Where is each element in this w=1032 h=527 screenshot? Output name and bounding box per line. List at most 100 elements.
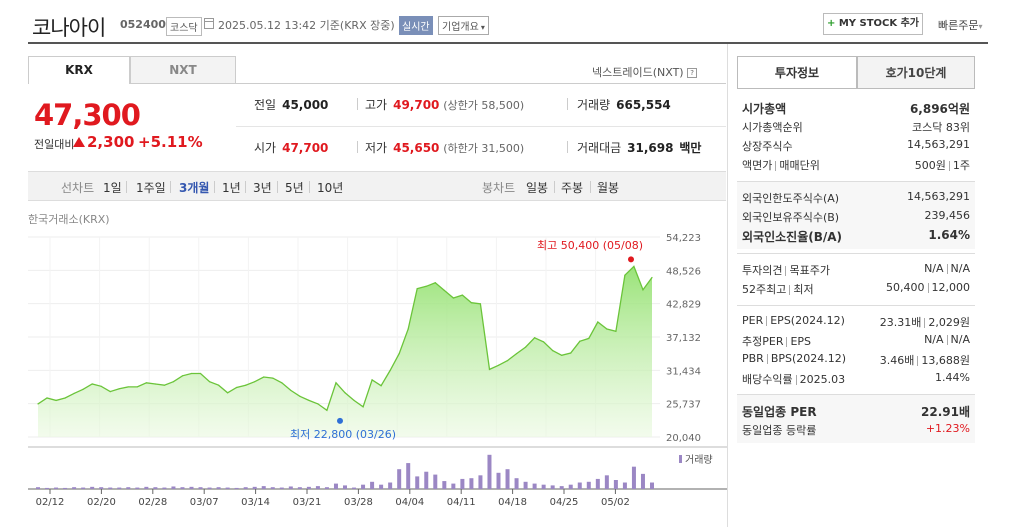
x-tick-label: 03/07 xyxy=(190,497,219,508)
info-label: 동일업종 등락률 xyxy=(742,424,817,437)
volume-bar xyxy=(45,487,50,489)
price-point xyxy=(335,382,337,384)
price-point xyxy=(299,395,301,397)
company-overview-dropdown[interactable]: 기업개요 ▾ xyxy=(438,16,489,35)
price-point xyxy=(434,282,436,284)
volume-bar xyxy=(541,484,546,489)
price-point xyxy=(118,388,120,390)
x-tick-label: 04/11 xyxy=(447,497,476,508)
x-tick-label: 04/04 xyxy=(395,497,424,508)
info-row-label: 배당수익률 2025.03 xyxy=(742,371,845,387)
volume-bar xyxy=(532,483,537,489)
info-row-label: 액면가 매매단위 xyxy=(742,157,820,173)
info-label: 액면가 xyxy=(742,159,773,172)
period-10y[interactable]: 10년 xyxy=(317,181,344,195)
candle-weekly[interactable]: 주봉 xyxy=(561,181,584,195)
tab-order-book[interactable]: 호가10단계 xyxy=(857,56,975,89)
stat-low-value: 45,650 xyxy=(393,141,440,155)
x-tick-label: 02/12 xyxy=(36,497,65,508)
price-point xyxy=(633,265,635,267)
divider xyxy=(924,318,926,328)
period-1w[interactable]: 1주일 xyxy=(136,181,166,195)
price-point xyxy=(208,381,211,383)
info-label: 동일업종 PER xyxy=(742,405,817,419)
add-my-stock-label: MY STOCK 추가 xyxy=(838,18,920,29)
info-label: 외국인한도주식수(A) xyxy=(742,192,840,205)
divider xyxy=(789,285,791,295)
volume-bar xyxy=(460,478,465,489)
volume-bar xyxy=(153,487,158,489)
divider xyxy=(309,181,310,193)
price-point xyxy=(624,274,626,276)
price-point xyxy=(154,383,156,385)
info-value: 3.46배 xyxy=(879,354,915,367)
period-3m[interactable]: 3개월 xyxy=(179,181,210,195)
volume-bar xyxy=(54,487,59,489)
price-point xyxy=(588,337,590,339)
info-label: PER xyxy=(742,314,764,327)
info-row-value: N/A N/A xyxy=(850,333,970,346)
info-row-label: 시가총액순위 xyxy=(742,119,803,135)
up-triangle-icon xyxy=(73,137,85,147)
volume-bar xyxy=(297,487,302,489)
price-point xyxy=(190,372,193,375)
info-row-label: 상장주식수 xyxy=(742,138,793,154)
price-point xyxy=(515,352,518,355)
volume-bar xyxy=(343,485,347,489)
period-5y[interactable]: 5년 xyxy=(285,181,304,195)
candle-monthly[interactable]: 월봉 xyxy=(597,181,620,195)
realtime-button[interactable]: 실시간 xyxy=(399,16,433,35)
volume-bar xyxy=(451,483,456,489)
x-tick-label: 03/21 xyxy=(293,497,322,508)
info-value: +1.23% xyxy=(925,422,970,435)
price-point xyxy=(552,350,554,352)
info-row-value: 22.91배 xyxy=(850,403,970,420)
volume-bar xyxy=(604,475,609,489)
volume-bar xyxy=(640,473,645,489)
stat-low-label: 저가 xyxy=(365,141,388,155)
price-point xyxy=(308,399,310,401)
tab-krx[interactable]: KRX xyxy=(28,56,130,84)
period-1d[interactable]: 1일 xyxy=(103,181,122,195)
volume-bar xyxy=(424,471,429,489)
price-point xyxy=(127,386,129,388)
volume-bar xyxy=(442,481,447,489)
candle-daily[interactable]: 일봉 xyxy=(526,181,549,195)
stat-volume: 거래량 665,554 xyxy=(577,96,671,113)
divider xyxy=(245,181,246,193)
y-tick-label: 31,434 xyxy=(666,366,701,377)
info-label-secondary: BPS(2024.12) xyxy=(770,352,847,365)
price-point xyxy=(272,377,274,379)
info-value: 1.44% xyxy=(935,371,970,384)
divider xyxy=(214,181,215,193)
period-1y[interactable]: 1년 xyxy=(222,181,241,195)
stat-high: 고가 49,700 (상한가 58,500) xyxy=(365,96,524,113)
volume-bar xyxy=(514,478,519,489)
stock-code: 052400 xyxy=(120,18,166,31)
nextrade-link[interactable]: 넥스트레이드(NXT) ? xyxy=(592,64,698,80)
info-row-value: 239,456 xyxy=(850,209,971,222)
volume-bar xyxy=(361,484,366,489)
fast-order-dropdown[interactable]: 빠른주문▾ xyxy=(938,17,983,33)
info-value-secondary: 13,688원 xyxy=(921,354,970,367)
volume-bar xyxy=(63,487,68,489)
price-point xyxy=(488,368,491,370)
add-my-stock-button[interactable]: + MY STOCK 추가 xyxy=(823,13,923,35)
info-label-secondary: EPS(2024.12) xyxy=(770,314,845,327)
volume-bar xyxy=(90,486,95,489)
volume-bar xyxy=(234,487,239,489)
price-point xyxy=(100,385,102,387)
info-row-value: 14,563,291 xyxy=(850,138,970,151)
volume-bar xyxy=(189,486,194,489)
info-row-label: 외국인소진율(B/A) xyxy=(742,228,842,245)
price-point xyxy=(353,399,355,401)
stat-amount: 거래대금 31,698 백만 xyxy=(577,139,701,156)
tab-nxt[interactable]: NXT xyxy=(130,56,236,84)
help-icon[interactable]: ? xyxy=(687,68,698,78)
tab-investment-info[interactable]: 투자정보 xyxy=(737,56,857,89)
divider xyxy=(357,98,358,110)
x-tick-label: 04/25 xyxy=(550,497,579,508)
stat-amount-label: 거래대금 xyxy=(577,141,622,155)
period-3y[interactable]: 3년 xyxy=(253,181,272,195)
current-price: 47,300 xyxy=(34,98,141,132)
